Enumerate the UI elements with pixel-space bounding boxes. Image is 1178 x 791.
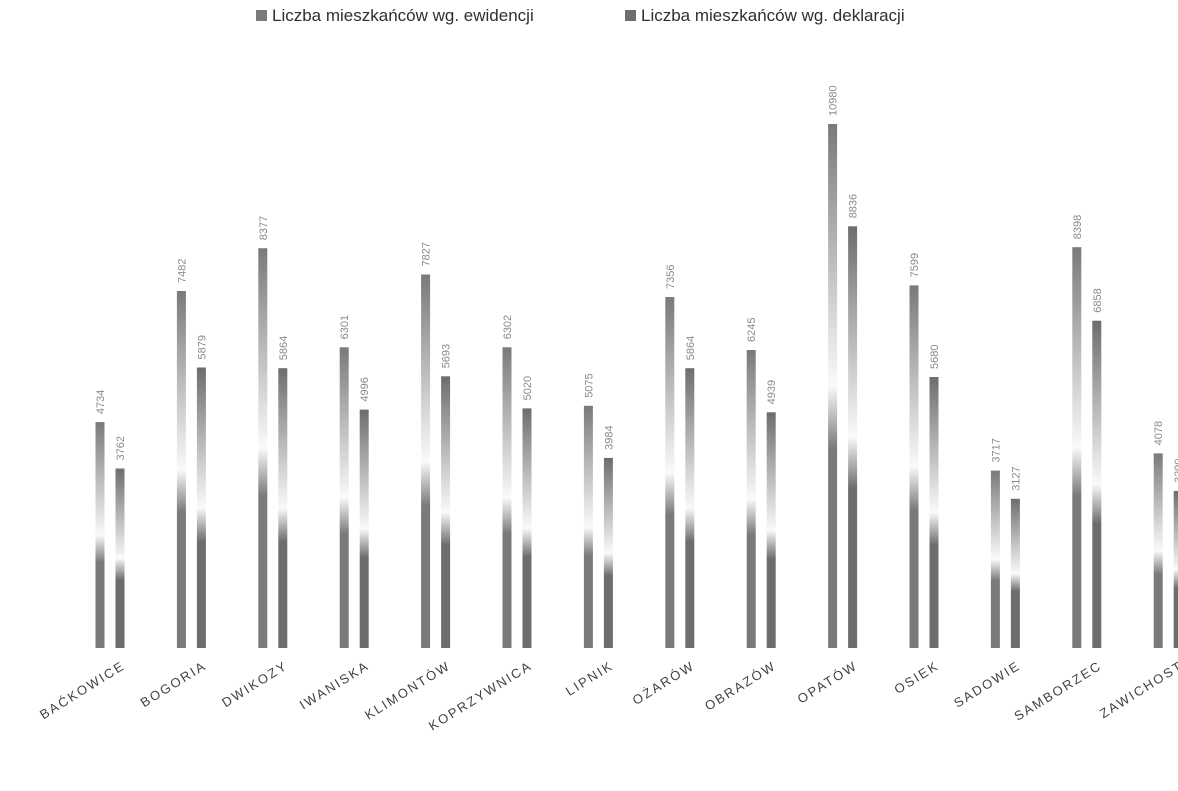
bar-deklaracja-backowice <box>115 468 125 648</box>
category-label-ozarow: OŻARÓW <box>630 658 698 708</box>
bar-deklaracja-koprzywnica <box>522 408 532 648</box>
category-label-osiek: OSIEK <box>891 658 941 697</box>
category-label-dwikozy: DWIKOZY <box>219 658 290 710</box>
legend: Liczba mieszkańców wg. ewidencji Liczba … <box>256 6 905 25</box>
value-label-deklaracja-dwikozy: 5864 <box>278 336 290 360</box>
category-label-backowice: BAĆKOWICE <box>37 658 128 722</box>
value-label-ewidencja-backowice: 4734 <box>95 390 107 414</box>
value-label-ewidencja-sadowie: 3717 <box>990 438 1002 462</box>
bar-ewidencja-koprzywnica <box>502 347 512 648</box>
bar-deklaracja-sadowie <box>1010 498 1020 648</box>
bar-deklaracja-zawichost <box>1173 491 1178 648</box>
bar-ewidencja-opatow <box>828 124 838 648</box>
bar-ewidencja-osiek <box>909 285 919 648</box>
legend-label-deklaracja: Liczba mieszkańców wg. deklaracji <box>641 6 905 25</box>
bar-deklaracja-iwaniska <box>359 409 369 648</box>
value-label-deklaracja-ozarow: 5864 <box>685 336 697 360</box>
bar-ewidencja-ozarow <box>665 297 675 648</box>
value-label-ewidencja-dwikozy: 8377 <box>258 216 270 240</box>
bars-group <box>95 124 1178 649</box>
bar-deklaracja-osiek <box>929 377 939 648</box>
bar-deklaracja-klimontow <box>441 376 451 648</box>
bar-ewidencja-samborzec <box>1072 247 1082 648</box>
category-label-samborzec: SAMBORZEC <box>1011 658 1104 724</box>
value-label-deklaracja-zawichost: 3290 <box>1173 459 1178 483</box>
value-label-ewidencja-klimontow: 7827 <box>421 242 433 266</box>
category-label-zawichost: ZAWICHOST <box>1097 658 1178 721</box>
value-label-ewidencja-osiek: 7599 <box>909 253 921 277</box>
category-label-lipnik: LIPNIK <box>563 658 616 699</box>
value-label-deklaracja-lipnik: 3984 <box>603 425 615 449</box>
legend-swatch-deklaracja <box>625 10 636 21</box>
value-label-deklaracja-koprzywnica: 5020 <box>522 376 534 400</box>
bar-deklaracja-opatow <box>848 226 858 649</box>
value-label-deklaracja-osiek: 5680 <box>929 345 941 369</box>
legend-label-ewidencja: Liczba mieszkańców wg. ewidencji <box>272 6 534 25</box>
bar-deklaracja-lipnik <box>603 457 613 648</box>
value-label-ewidencja-bogoria: 7482 <box>176 259 188 283</box>
category-labels-group: BAĆKOWICE BOGORIA DWIKOZY IWANISKAKLIMONTÓW… <box>37 658 1178 734</box>
bar-ewidencja-dwikozy <box>258 248 268 648</box>
value-label-deklaracja-backowice: 3762 <box>115 436 127 460</box>
bar-deklaracja-obrazow <box>766 412 776 648</box>
category-label-opatow: OPATÓW <box>795 658 860 707</box>
bar-ewidencja-lipnik <box>583 405 593 648</box>
value-labels-group: 4734 3762 7482 5879 8377 5864 6301 4996 7827 5693… <box>95 85 1178 490</box>
legend-item-ewidencja: Liczba mieszkańców wg. ewidencji <box>256 6 534 25</box>
value-label-deklaracja-samborzec: 6858 <box>1092 288 1104 312</box>
value-label-ewidencja-iwaniska: 6301 <box>339 315 351 339</box>
bar-ewidencja-klimontow <box>421 274 431 648</box>
value-label-ewidencja-obrazow: 6245 <box>746 318 758 342</box>
value-label-deklaracja-klimontow: 5693 <box>441 344 453 368</box>
bar-ewidencja-bogoria <box>176 291 186 648</box>
legend-swatch-ewidencja <box>256 10 267 21</box>
category-label-obrazow: OBRAZÓW <box>702 658 779 714</box>
bar-ewidencja-iwaniska <box>339 347 349 648</box>
bar-deklaracja-dwikozy <box>278 368 288 648</box>
category-label-bogoria: BOGORIA <box>138 658 209 710</box>
value-label-ewidencja-ozarow: 7356 <box>665 265 677 289</box>
category-label-sadowie: SADOWIE <box>951 658 1023 711</box>
bar-deklaracja-ozarow <box>685 368 695 648</box>
bar-ewidencja-sadowie <box>990 470 1000 648</box>
value-label-ewidencja-opatow: 10980 <box>828 85 840 116</box>
value-label-deklaracja-iwaniska: 4996 <box>359 377 371 401</box>
bar-ewidencja-backowice <box>95 422 105 648</box>
bar-deklaracja-samborzec <box>1092 320 1102 648</box>
value-label-deklaracja-bogoria: 5879 <box>196 335 208 359</box>
bar-deklaracja-bogoria <box>196 367 206 648</box>
value-label-ewidencja-zawichost: 4078 <box>1153 421 1165 445</box>
value-label-ewidencja-lipnik: 5075 <box>583 373 595 397</box>
value-label-ewidencja-koprzywnica: 6302 <box>502 315 514 339</box>
value-label-deklaracja-sadowie: 3127 <box>1010 466 1022 490</box>
bar-ewidencja-obrazow <box>746 350 756 648</box>
bar-ewidencja-zawichost <box>1153 453 1163 648</box>
legend-item-deklaracja: Liczba mieszkańców wg. deklaracji <box>625 6 905 25</box>
value-label-ewidencja-samborzec: 8398 <box>1072 215 1084 239</box>
value-label-deklaracja-opatow: 8836 <box>848 194 860 218</box>
value-label-deklaracja-obrazow: 4939 <box>766 380 778 404</box>
category-label-iwaniska: IWANISKA <box>297 658 372 713</box>
